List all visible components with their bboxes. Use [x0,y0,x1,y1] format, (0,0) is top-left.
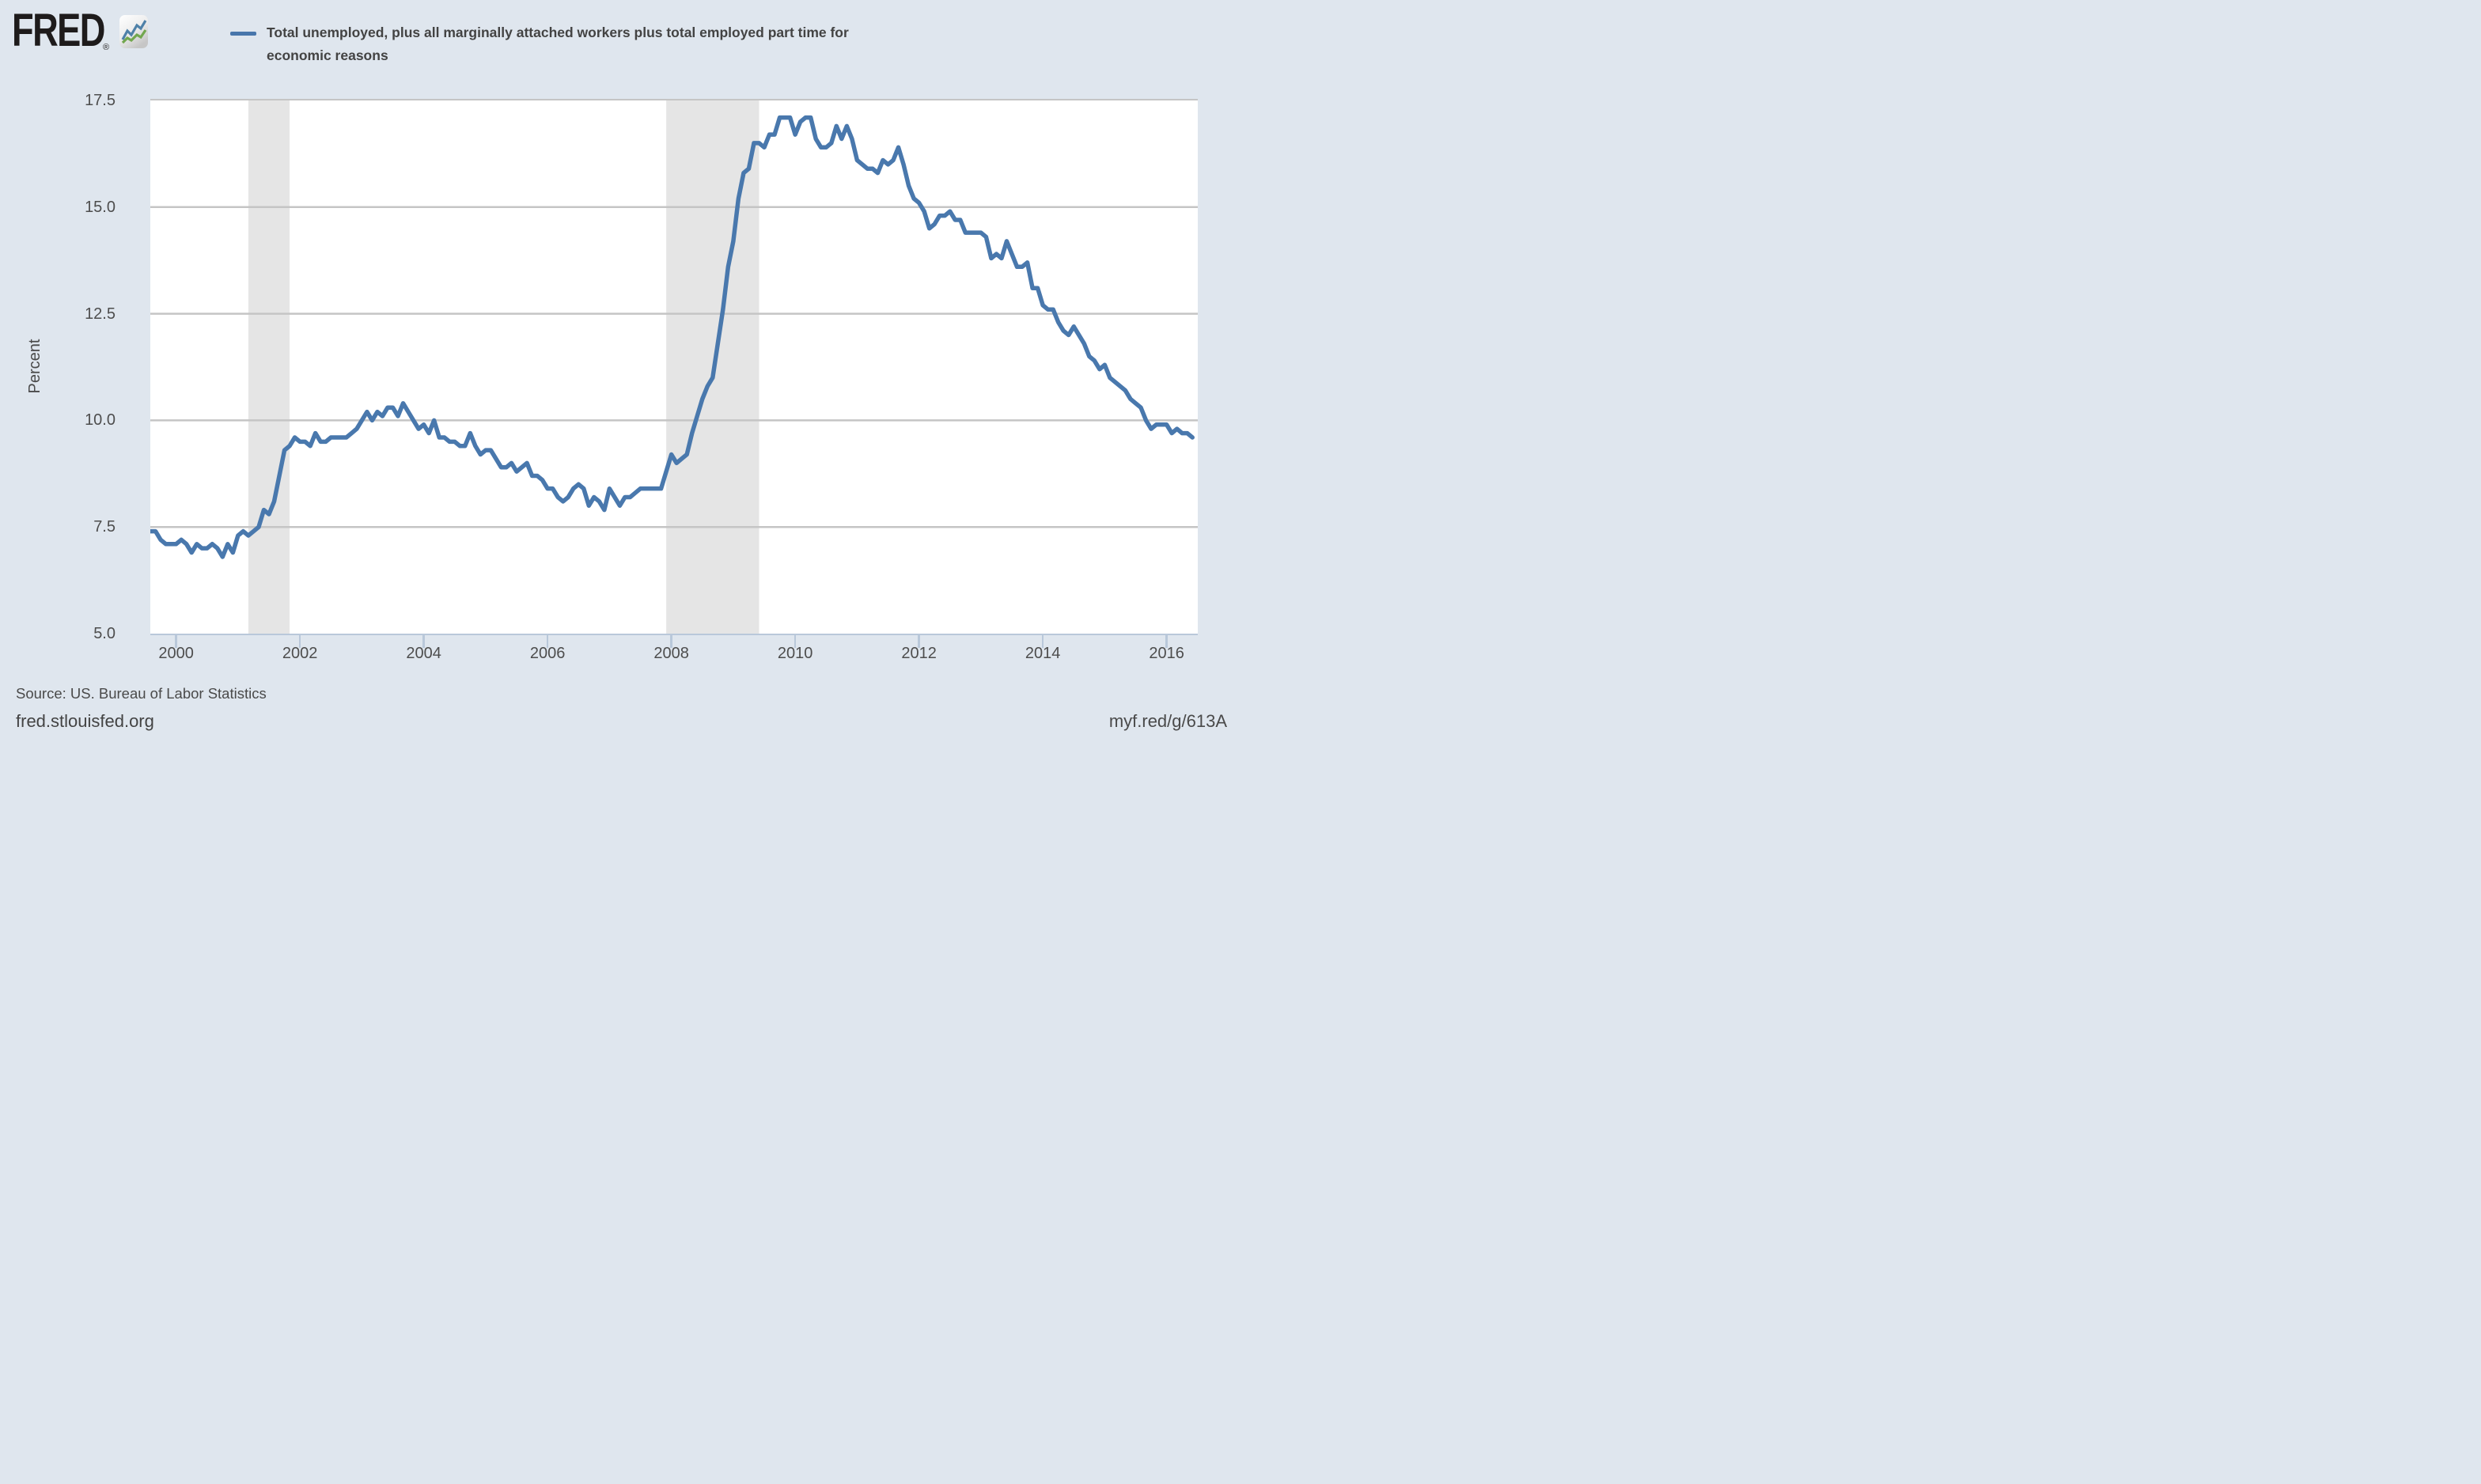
series-label-line-1: Total unemployed, plus all marginally at… [267,25,849,40]
registered-trademark-icon: ® [103,43,110,52]
series-label: Total unemployed, plus all marginally at… [267,21,849,66]
y-tick-label: 17.5 [85,92,116,109]
legend-line-swatch [230,32,256,36]
short-graph-link[interactable]: myf.red/g/613A [1108,711,1227,731]
x-tick-label: 2010 [777,645,813,662]
fred-logo[interactable]: FRED ® [12,5,158,56]
x-tick-mark [670,634,672,648]
x-tick-label: 2012 [901,645,937,662]
y-tick-label: 15.0 [85,198,116,216]
fred-site-link[interactable]: fred.stlouisfed.org [16,711,154,731]
x-tick-mark [298,634,301,648]
fred-sparkline-icon [119,15,148,52]
series-label-line-2: economic reasons [267,47,388,63]
recession-band [248,100,290,634]
plot-area[interactable] [150,98,1198,635]
y-tick-label: 12.5 [85,305,116,323]
x-tick-label: 2004 [406,645,441,662]
fred-logo-text: FRED [12,5,105,56]
x-tick-label: 2002 [282,645,318,662]
x-tick-label: 2006 [529,645,566,662]
x-tick-mark [794,634,797,648]
x-tick-mark [918,634,920,648]
x-tick-mark [175,634,177,648]
x-tick-label: 2000 [158,645,194,662]
fred-graph-page: FRED ® Total unemployed, plus all margin… [0,0,1240,742]
x-tick-mark [1165,634,1168,648]
series-chart[interactable] [150,100,1198,634]
y-tick-label: 7.5 [93,518,116,536]
y-tick-label: 10.0 [85,411,116,430]
x-tick-mark [1041,634,1044,648]
data-series-line[interactable] [150,115,1195,559]
x-tick-mark [422,634,425,648]
x-tick-label: 2014 [1025,645,1061,662]
y-tick-label: 5.0 [93,625,116,642]
x-tick-label: 2016 [1149,645,1184,662]
x-tick-mark [546,634,549,648]
source-attribution: Source: US. Bureau of Labor Statistics [16,685,267,702]
x-tick-label: 2008 [653,645,689,662]
